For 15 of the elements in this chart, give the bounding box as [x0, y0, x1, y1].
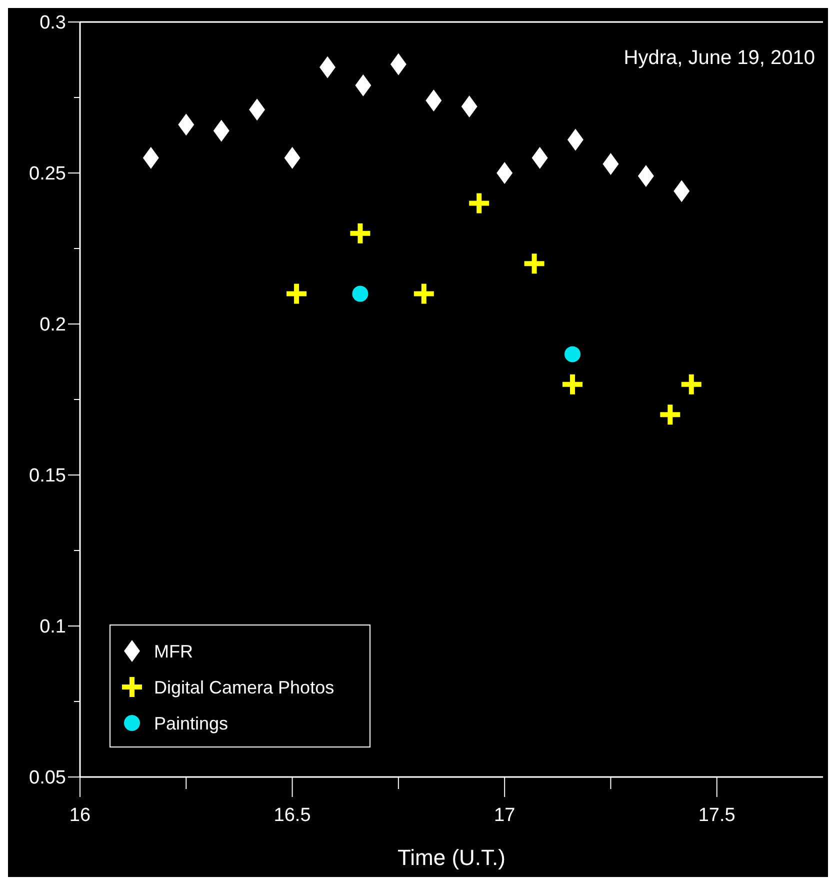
- x-axis-title: Time (U.T.): [398, 845, 506, 870]
- y-tick-label: 0.1: [40, 616, 66, 638]
- legend-label: MFR: [154, 641, 193, 662]
- x-tick-label: 16: [69, 805, 91, 826]
- y-tick-label: 0.3: [40, 12, 66, 34]
- y-tick-label: 0.2: [40, 314, 66, 336]
- legend-label: Paintings: [154, 713, 228, 734]
- x-tick-label: 17.5: [698, 805, 736, 826]
- text: Hydra, June 19, 2010: [624, 47, 815, 69]
- y-tick-label: 0.15: [29, 466, 66, 487]
- y-tick-label: 0.25: [29, 164, 66, 185]
- y-tick-label: 0.05: [29, 768, 66, 789]
- x-tick-label: 17: [494, 805, 516, 826]
- x-tick-label: 16.5: [274, 805, 311, 826]
- legend-label: Digital Camera Photos: [154, 677, 334, 698]
